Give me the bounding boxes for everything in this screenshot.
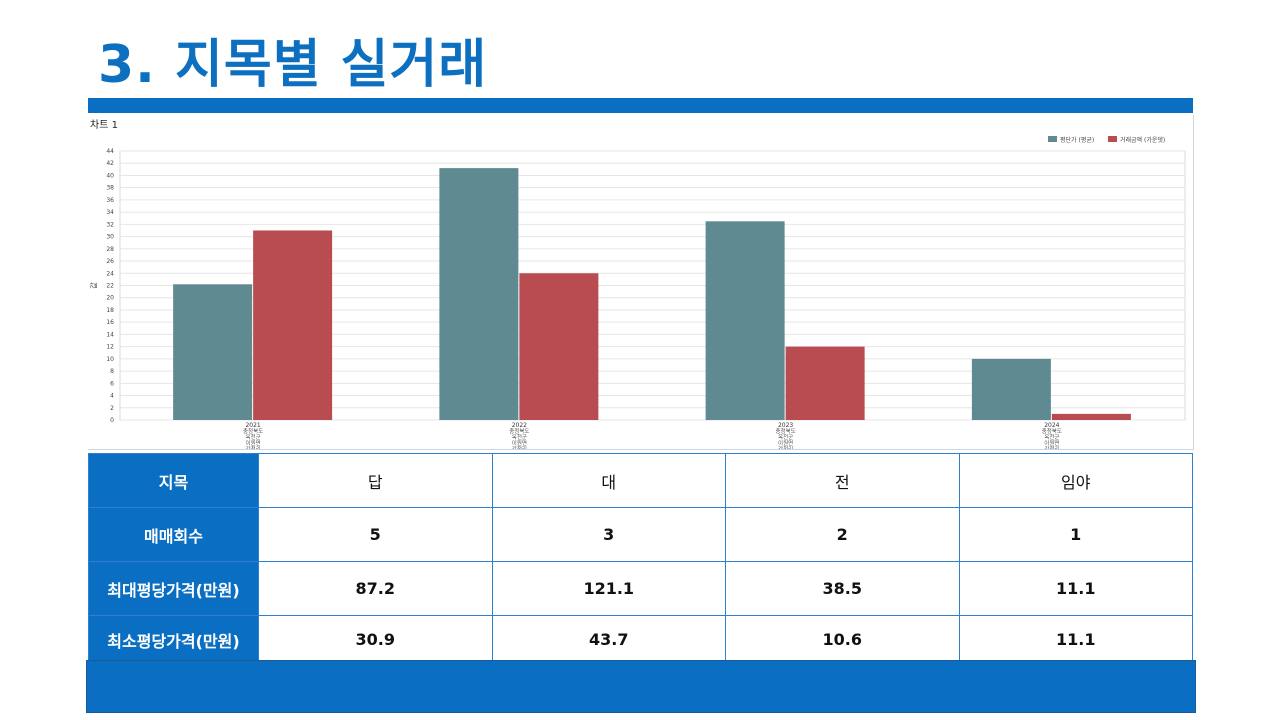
table-cell: 87.2 [258, 561, 493, 616]
bar-series2 [785, 346, 865, 420]
x-tick-sublabel: 이원면 [512, 439, 527, 447]
table-header-row: 지목 답 대 전 임야 [88, 453, 1193, 508]
table-row: 최대평당가격(만원) 87.2 121.1 38.5 11.1 [88, 561, 1193, 616]
page-title: 3. 지목별 실거래 [98, 35, 488, 95]
y-axis-label: 값 [90, 282, 98, 289]
table-cell: 11.1 [958, 615, 1193, 664]
x-tick-sublabel: 이원면 [246, 439, 261, 447]
y-tick-label: 12 [106, 344, 114, 351]
bar-series2 [519, 273, 599, 420]
bar-series1 [173, 284, 253, 420]
x-tick-sublabel: 이원면 [1044, 439, 1059, 447]
table-row: 매매회수 5 3 2 1 [88, 507, 1193, 562]
x-tick-sublabel: 강청리 [512, 445, 527, 449]
table-column-header: 대 [491, 453, 726, 508]
bar-series1 [705, 221, 785, 420]
y-tick-label: 40 [106, 172, 114, 179]
y-tick-label: 44 [106, 148, 114, 155]
y-tick-label: 32 [106, 221, 114, 228]
table-row-label: 지목 [88, 453, 259, 508]
x-tick-sublabel: 강청리 [778, 445, 793, 449]
y-tick-label: 2 [110, 405, 114, 412]
table-cell: 5 [258, 507, 493, 562]
table-cell: 2 [725, 507, 960, 562]
table-cell: 121.1 [491, 561, 726, 616]
y-tick-label: 30 [106, 234, 114, 241]
table-cell: 3 [491, 507, 726, 562]
y-tick-label: 8 [110, 368, 114, 375]
table-column-header: 임야 [958, 453, 1193, 508]
x-tick-label: 2024 [1044, 422, 1059, 429]
y-tick-label: 34 [106, 209, 114, 216]
bar-series1 [971, 358, 1051, 420]
table-cell: 38.5 [725, 561, 960, 616]
bar-chart: 0246810121416182022242628303234363840424… [90, 136, 1186, 449]
x-tick-label: 2022 [512, 422, 527, 429]
x-tick-sublabel: 충청북도 [776, 427, 796, 435]
y-tick-label: 18 [106, 307, 114, 314]
chart-frame: 차트 1 0 2 4 6 8 10 12 14 16 18 20 22 24 26 28 30 32 34 36 38… [88, 115, 1194, 450]
legend-label: 거래금액 (가운뎃) [1120, 136, 1165, 144]
y-tick-label: 10 [106, 356, 114, 363]
x-tick-sublabel: 충청북도 [509, 427, 529, 435]
table-column-header: 답 [258, 453, 493, 508]
y-tick-label: 36 [106, 197, 114, 204]
legend-swatch [1108, 136, 1117, 142]
x-tick-sublabel: 옥천군 [778, 433, 793, 441]
bar-series1 [439, 168, 519, 420]
title-underline-bar [88, 98, 1193, 113]
y-tick-label: 20 [106, 295, 114, 302]
x-tick-label: 2023 [778, 422, 793, 429]
chart-name: 차트 1 [90, 120, 118, 131]
y-tick-label: 42 [106, 160, 114, 167]
y-tick-label: 22 [106, 283, 114, 290]
x-tick-sublabel: 충청북도 [1042, 427, 1062, 435]
y-tick-label: 28 [106, 246, 114, 253]
x-tick-sublabel: 강청리 [246, 445, 261, 449]
x-tick-sublabel: 이원면 [778, 439, 793, 447]
table-cell: 10.6 [725, 615, 960, 664]
x-tick-sublabel: 강청리 [1044, 445, 1059, 449]
table-column-header: 전 [725, 453, 960, 508]
y-tick-label: 4 [110, 393, 114, 400]
table-row: 최소평당가격(만원) 30.9 43.7 10.6 11.1 [88, 615, 1193, 664]
y-tick-label: 0 [110, 417, 114, 424]
legend-label: 평단가 (평균) [1060, 136, 1094, 144]
table-cell: 1 [958, 507, 1193, 562]
y-tick-label: 16 [106, 319, 114, 326]
x-tick-sublabel: 충청북도 [243, 427, 263, 435]
bar-series2 [253, 230, 333, 420]
footer-bar [86, 660, 1196, 713]
y-tick-label: 26 [106, 258, 114, 265]
x-tick-sublabel: 옥천군 [246, 433, 261, 441]
table-row-label: 최소평당가격(만원) [88, 615, 259, 664]
x-tick-sublabel: 옥천군 [1044, 433, 1059, 441]
y-tick-label: 14 [106, 331, 114, 338]
y-tick-label: 38 [106, 185, 114, 192]
y-tick-label: 24 [106, 270, 114, 277]
table-cell: 11.1 [958, 561, 1193, 616]
table-row-label: 최대평당가격(만원) [88, 561, 259, 616]
legend-swatch [1048, 136, 1057, 142]
x-tick-label: 2021 [245, 422, 260, 429]
table-row-label: 매매회수 [88, 507, 259, 562]
table-cell: 43.7 [491, 615, 726, 664]
y-tick-label: 6 [110, 380, 114, 387]
land-stats-table: 지목 답 대 전 임야 매매회수 5 3 2 1 최대평당가격(만원) 87.2… [88, 453, 1193, 664]
x-tick-sublabel: 옥천군 [512, 433, 527, 441]
bar-series2 [1051, 413, 1131, 420]
table-cell: 30.9 [258, 615, 493, 664]
